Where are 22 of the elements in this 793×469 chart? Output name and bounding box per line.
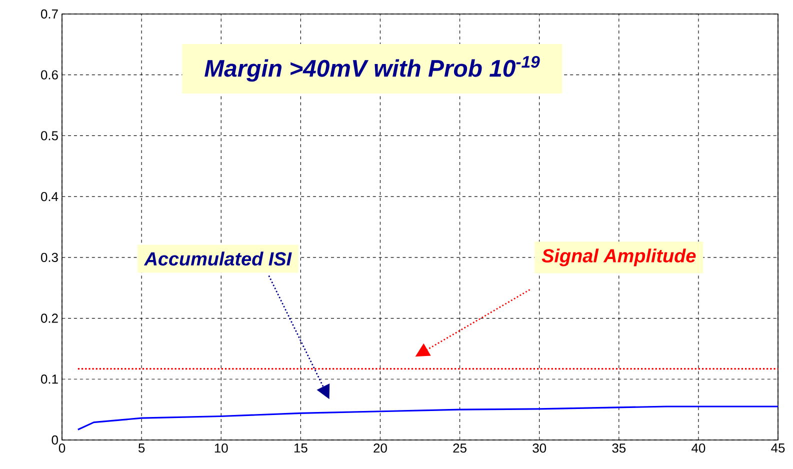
y-tick-label: 0.6 — [40, 70, 58, 80]
x-tick-label: 15 — [294, 444, 308, 453]
y-tick-label: 0.1 — [40, 374, 58, 384]
x-tick-label: 5 — [138, 444, 145, 453]
y-tick-label: 0.5 — [40, 131, 58, 140]
ref-line-label: Signal Amplitude — [542, 248, 696, 266]
x-tick-label: 20 — [374, 444, 387, 453]
x-tick-label: 30 — [532, 444, 546, 453]
annotation: Margin >40mV with Prob 10$^{-19}$ — [204, 56, 540, 82]
y-tick-label: 0.4 — [40, 192, 58, 202]
x-tick-label: 35 — [612, 444, 626, 453]
x-tick-label: 10 — [214, 444, 228, 453]
y-tick-label: 0.2 — [40, 314, 58, 323]
x-tick-label: 0 — [58, 444, 66, 453]
x-tick-label: 25 — [453, 444, 466, 453]
annotation: Accumulated ISI — [144, 252, 292, 266]
x-tick-label: 45 — [771, 444, 785, 453]
x-tick-label: 40 — [692, 444, 706, 453]
y-tick-label: 0.3 — [40, 252, 58, 262]
line-series — [77, 406, 779, 430]
y-tick-label: 0 — [52, 435, 58, 445]
y-tick-label: 0.7 — [40, 9, 58, 19]
